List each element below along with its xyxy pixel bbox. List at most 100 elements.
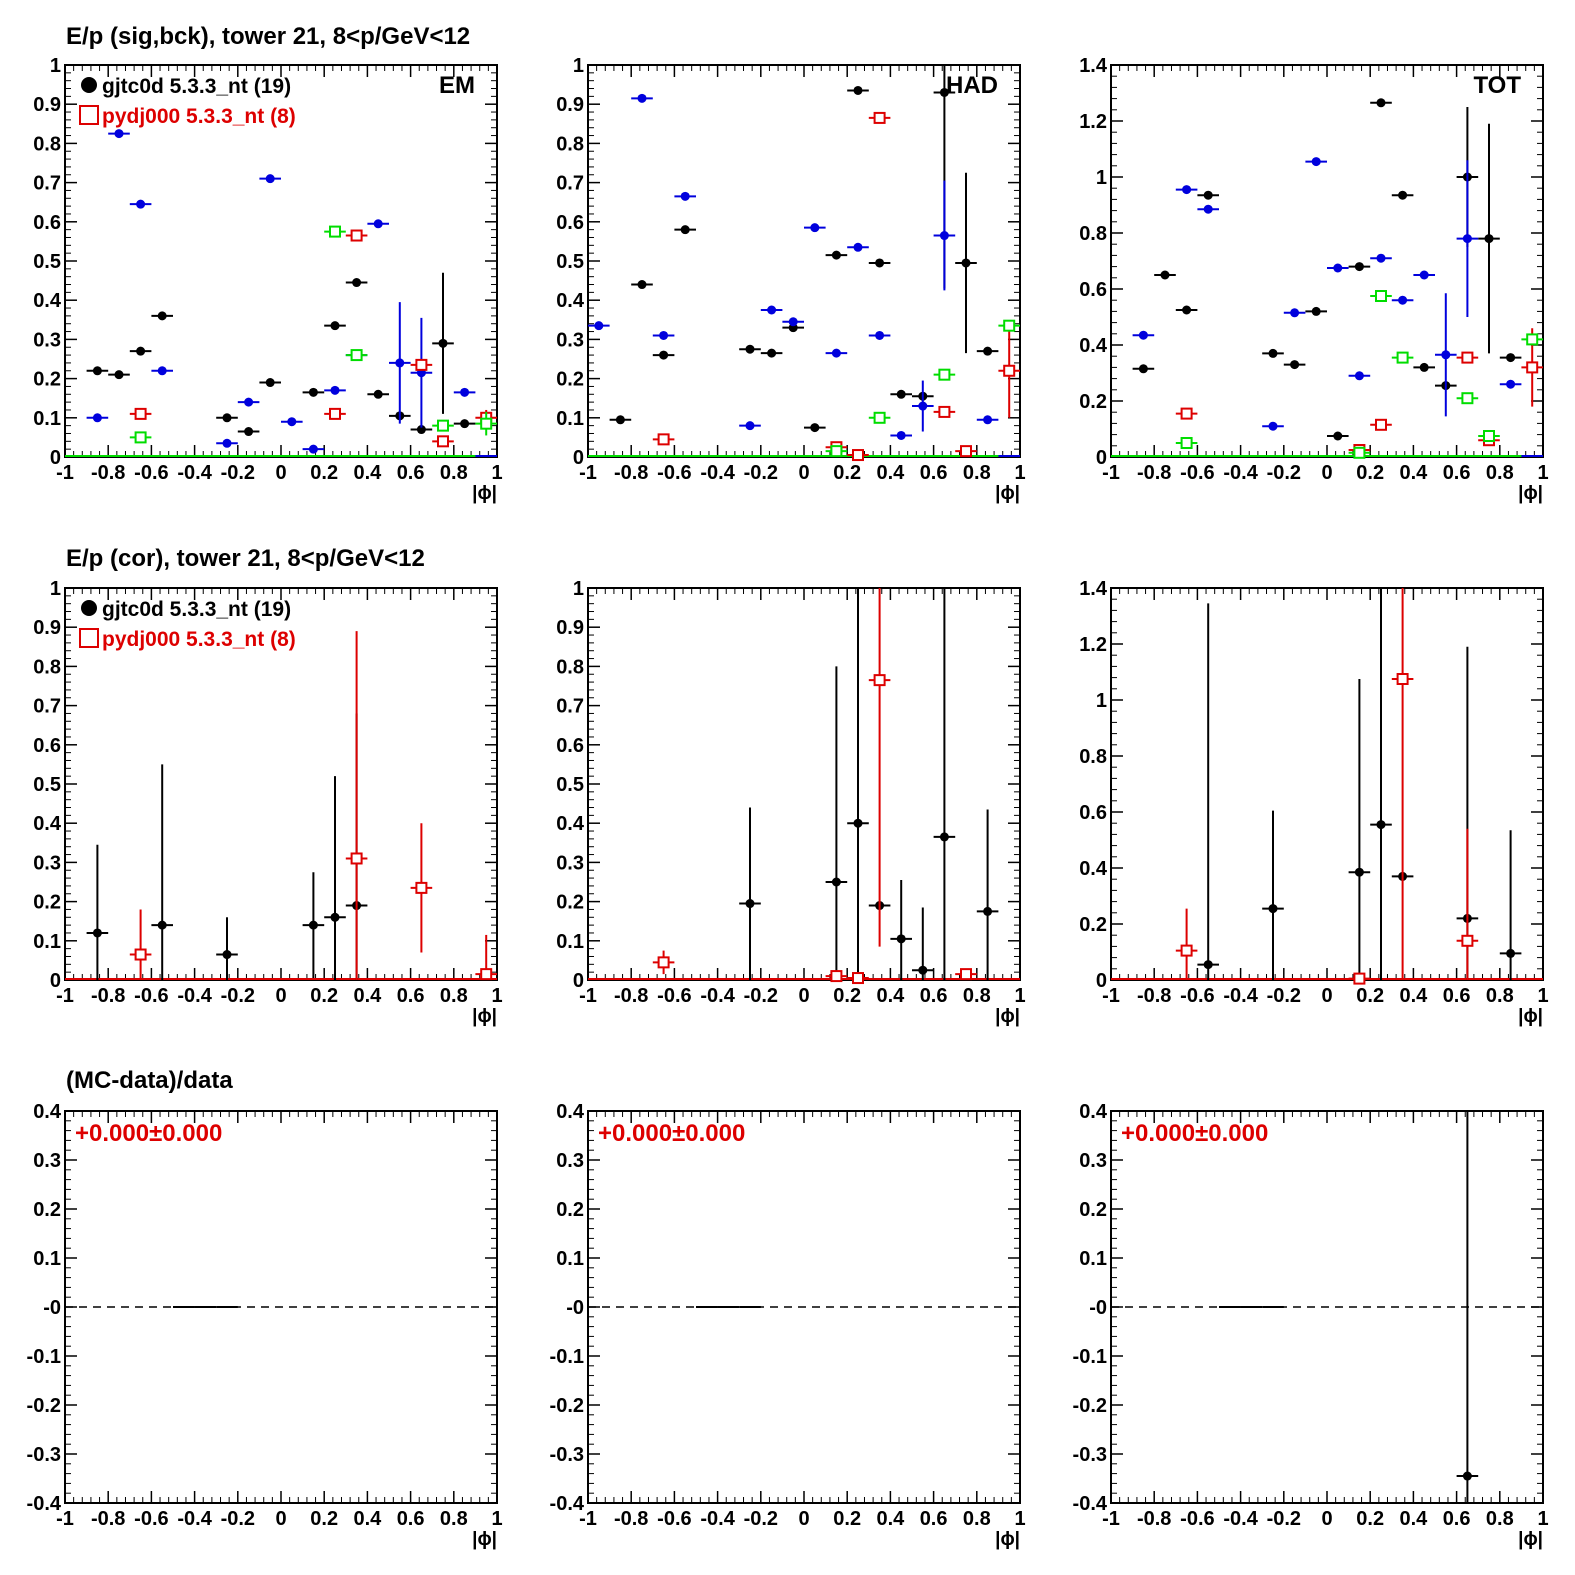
y-tick-label: -0.3: [27, 1444, 61, 1466]
marker-dot: [1354, 371, 1364, 381]
y-tick-label: 0.1: [556, 408, 584, 430]
data-point: [86, 366, 109, 376]
data-point: [410, 425, 433, 435]
x-tick-label: 0.2: [310, 985, 338, 1007]
marker-dot: [460, 387, 470, 397]
data-point: [324, 225, 346, 238]
marker-dot: [1182, 305, 1192, 315]
marker-dot: [1138, 330, 1148, 340]
data-point: [933, 405, 956, 418]
legend: gjtc0d 5.3.3_nt (19) pydj000 5.3.3_nt (8): [79, 75, 296, 128]
x-tick-label: -0.4: [1223, 1508, 1258, 1530]
data-point: [1197, 603, 1219, 980]
x-tick-label: 1: [491, 985, 502, 1007]
y-tick-label: 0.6: [556, 212, 584, 234]
data-point: [825, 445, 848, 458]
marker-dot: [1333, 431, 1343, 441]
marker-square: [830, 970, 843, 983]
x-tick-label: 0.6: [1443, 462, 1471, 484]
marker-square: [1003, 319, 1016, 332]
x-tick-label: -1: [56, 985, 74, 1007]
marker-square: [1461, 351, 1474, 364]
y-tick-label: 0.1: [33, 931, 61, 953]
marker-square: [1180, 944, 1193, 957]
marker-dot: [1506, 353, 1516, 363]
data-point: [151, 366, 173, 376]
x-tick-label: -1: [579, 1508, 597, 1530]
marker-dot: [1203, 960, 1213, 970]
marker-dot: [637, 280, 647, 290]
marker-dot: [1376, 98, 1386, 108]
x-tick-label: -0.6: [1180, 462, 1214, 484]
y-tick-label: 0.9: [33, 617, 61, 639]
ratio-value: +0.000±0.000: [1121, 1120, 1268, 1147]
marker-dot: [265, 174, 275, 184]
x-tick-label: 0.8: [440, 462, 468, 484]
y-tick-label: -0.4: [550, 1493, 585, 1515]
y-tick-label: 0.9: [556, 617, 584, 639]
marker-square: [1180, 437, 1193, 449]
marker-dot: [92, 928, 102, 938]
y-tick-label: 0.4: [556, 290, 585, 312]
x-tick-label: -1: [1102, 462, 1120, 484]
marker-dot: [1268, 421, 1278, 431]
y-tick-label: 0.7: [556, 696, 584, 718]
x-tick-label: 0.6: [1443, 1508, 1471, 1530]
y-tick-label: 0: [573, 447, 584, 469]
x-tick-label: -0.2: [1267, 462, 1301, 484]
data-point: [652, 330, 675, 340]
x-tick-label: 0.8: [440, 985, 468, 1007]
y-tick-label: -0.2: [550, 1395, 584, 1417]
y-tick-label: 0.9: [556, 94, 584, 116]
x-tick-label: -0.6: [134, 462, 168, 484]
marker-dot: [983, 906, 993, 916]
data-point: [475, 411, 497, 436]
x-axis-label: |ϕ|: [995, 1529, 1020, 1550]
y-tick-label: -0.1: [550, 1346, 584, 1368]
marker-dot: [896, 934, 906, 944]
marker-dot: [352, 278, 362, 288]
marker-dot: [1290, 308, 1300, 318]
y-tick-label: 0.5: [33, 251, 61, 273]
data-point: [912, 380, 934, 432]
x-tick-label: -0.2: [221, 985, 255, 1007]
data-point: [129, 199, 152, 209]
data-point: [1348, 371, 1371, 381]
marker-square: [1375, 290, 1387, 302]
data-point: [1499, 379, 1522, 389]
y-tick-label: 0: [50, 447, 61, 469]
x-tick-label: 1: [1014, 1508, 1025, 1530]
y-tick-label: 0.5: [556, 251, 584, 273]
x-axis-label: |ϕ|: [1518, 1529, 1543, 1550]
marker-dot: [1441, 350, 1451, 360]
data-point: [955, 172, 977, 354]
panel-em-ratio: -1 -0.8 -0.6 -0.4 -0.2 0 0.2 0.4 0.6 0.8 1 -0.4 -0.3…: [27, 1101, 503, 1550]
x-tick-label: -0.8: [91, 985, 125, 1007]
data-point: [998, 319, 1020, 332]
data-point: [847, 588, 869, 980]
data-point: [825, 666, 848, 980]
marker-square: [329, 225, 341, 238]
y-tick-label: 0.6: [1079, 802, 1107, 824]
panel-tag-tot: TOT: [1473, 72, 1521, 99]
marker-dot: [92, 366, 102, 376]
x-tick-label: -0.6: [134, 1508, 168, 1530]
marker-dot: [983, 346, 993, 356]
data-point: [1348, 972, 1371, 985]
legend: gjtc0d 5.3.3_nt (19) pydj000 5.3.3_nt (8): [79, 598, 296, 651]
marker-square: [873, 674, 886, 687]
marker-square: [657, 433, 670, 446]
data-point: [1327, 263, 1349, 273]
y-tick-label: 1: [573, 578, 584, 600]
x-axis-label: |ϕ|: [472, 1006, 497, 1027]
data-point: [1197, 204, 1219, 214]
marker-square: [1353, 446, 1366, 459]
x-tick-label: 0.2: [1356, 462, 1384, 484]
x-tick-label: -0.6: [1180, 985, 1214, 1007]
y-tick-label: -0: [1089, 1297, 1107, 1319]
data-point: [652, 433, 675, 446]
marker-dot: [136, 346, 146, 356]
x-tick-label: 1: [491, 462, 502, 484]
x-tick-label: 0: [1321, 462, 1332, 484]
data-point: [976, 415, 999, 425]
